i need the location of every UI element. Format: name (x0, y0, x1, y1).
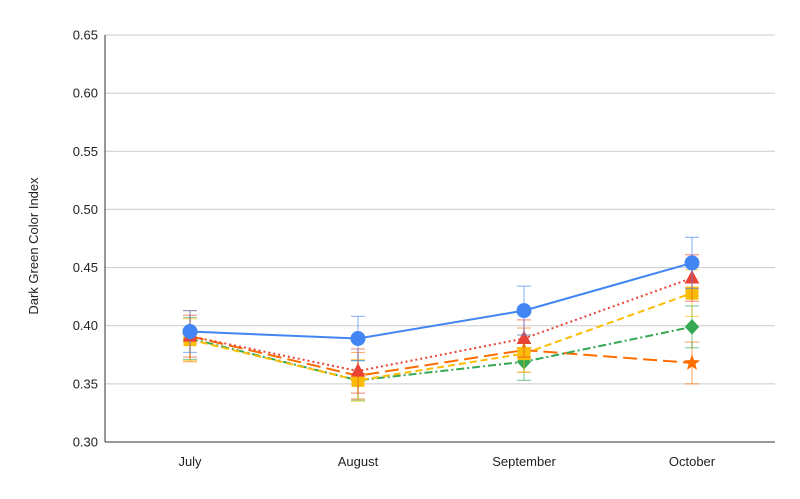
y-tick-label: 0.60 (73, 86, 98, 101)
x-tick-label: August (338, 454, 379, 469)
series-layer (182, 236, 700, 402)
series-line (189, 261, 693, 340)
diamond-marker (684, 319, 700, 335)
series-line (189, 325, 693, 382)
grid-layer (105, 34, 775, 385)
circle-marker (182, 324, 198, 340)
y-tick-label: 0.50 (73, 202, 98, 217)
x-tick-label: July (178, 454, 202, 469)
triangle-marker (516, 330, 532, 345)
axis-layer: 0.30 0.35 0.40 0.45 0.50 0.55 0.60 0.65 July Augu… (73, 28, 775, 469)
series-group (183, 269, 699, 402)
y-tick-label: 0.40 (73, 318, 98, 333)
y-tick-label: 0.65 (73, 28, 98, 43)
y-axis-title: Dark Green Color Index (26, 177, 41, 315)
x-tick-label: October (669, 454, 716, 469)
circle-marker (684, 255, 700, 271)
star-marker (684, 354, 700, 370)
x-tick-label: September (492, 454, 556, 469)
circle-marker (350, 331, 366, 347)
series-line (189, 335, 693, 377)
circle-marker (516, 303, 532, 319)
triangle-marker (350, 363, 366, 377)
series-group (182, 236, 700, 362)
series-line (189, 292, 693, 382)
y-tick-label: 0.35 (73, 376, 98, 391)
series-line (189, 277, 693, 373)
y-tick-label: 0.55 (73, 144, 98, 159)
y-tick-label: 0.45 (73, 260, 98, 275)
y-tick-label: 0.30 (73, 435, 98, 450)
